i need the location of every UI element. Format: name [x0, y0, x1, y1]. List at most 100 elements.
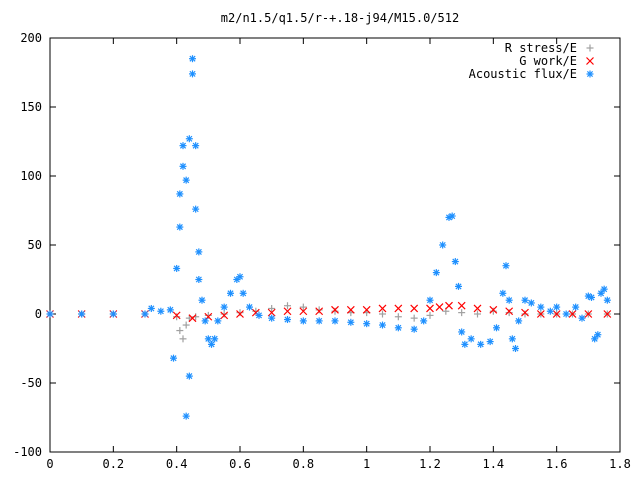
data-point [493, 324, 500, 332]
x-tick-label: 1 [363, 457, 370, 471]
data-point [439, 241, 447, 249]
axis-ticks: 0 0.2 0.4 0.6 0.8 1 1.2 1.4 1.6 1.8 200 150 100 50 0 -5… [13, 31, 631, 471]
data-point [299, 303, 307, 311]
data-point [527, 299, 535, 307]
data-point [489, 305, 498, 314]
data-point [426, 296, 434, 304]
data-point [461, 340, 469, 348]
data-point [185, 372, 193, 380]
data-point [331, 307, 339, 315]
data-point [451, 258, 459, 266]
data-point [195, 248, 203, 256]
data-point [46, 310, 54, 318]
data-point [537, 303, 545, 311]
data-point [208, 340, 215, 348]
legend-marker [586, 70, 594, 78]
data-point [78, 310, 86, 318]
x-tick-label: 0.4 [166, 457, 188, 471]
y-tick-label: 0 [35, 307, 42, 321]
data-point [584, 310, 593, 318]
data-point [204, 311, 212, 319]
data-point [239, 289, 247, 297]
series-0 [46, 302, 611, 343]
data-point [455, 282, 462, 290]
data-point [141, 310, 149, 318]
data-point [499, 289, 507, 297]
data-point [445, 301, 453, 310]
data-point [268, 314, 276, 322]
data-point [572, 303, 580, 311]
data-point [597, 289, 605, 297]
data-point [182, 412, 190, 420]
data-point [562, 310, 570, 318]
data-point [284, 316, 291, 324]
data-point [521, 310, 529, 318]
data-point [176, 327, 184, 335]
data-point [236, 273, 244, 281]
data-point [594, 331, 602, 339]
data-point [173, 264, 181, 272]
data-point [521, 296, 529, 304]
data-point [420, 317, 428, 325]
data-point [204, 335, 212, 343]
data-point [176, 223, 184, 231]
x-tick-label: 1.8 [609, 457, 631, 471]
series-2 [46, 55, 611, 420]
data-point [220, 310, 228, 318]
data-point [188, 314, 197, 323]
data-point [172, 311, 181, 320]
data-point [432, 269, 440, 277]
y-tick-label: -50 [20, 376, 42, 390]
data-point [603, 296, 611, 304]
y-tick-label: 150 [20, 100, 42, 114]
data-point [192, 142, 200, 150]
x-tick-label: 1.6 [546, 457, 568, 471]
data-point [157, 307, 165, 315]
data-point [201, 317, 209, 325]
x-tick-label: 0 [46, 457, 53, 471]
x-tick-label: 0.2 [102, 457, 124, 471]
data-point [198, 296, 206, 304]
data-point [394, 313, 402, 321]
legend-marker [586, 44, 594, 52]
legend-label: G work/E [519, 54, 577, 68]
data-point [505, 309, 513, 317]
legend-label: R stress/E [505, 41, 577, 55]
data-point [347, 318, 355, 326]
data-point [512, 345, 519, 352]
data-point [211, 335, 219, 343]
data-point [315, 306, 323, 314]
data-point [246, 303, 253, 311]
data-point [220, 303, 228, 311]
legend-marker [586, 57, 594, 65]
data-point [299, 317, 307, 325]
data-point [474, 310, 481, 318]
data-point [426, 311, 434, 319]
data-point [176, 190, 184, 198]
data-point [268, 304, 276, 312]
data-point [553, 303, 561, 311]
y-tick-label: 50 [28, 238, 42, 252]
x-tick-label: 1.4 [482, 457, 504, 471]
x-tick-label: 0.6 [229, 457, 251, 471]
data-point [536, 310, 545, 318]
data-point [220, 311, 229, 320]
data-point [331, 317, 339, 325]
y-tick-label: -100 [13, 445, 42, 459]
data-point [502, 262, 510, 270]
data-point [109, 310, 117, 318]
x-tick-label: 0.8 [292, 457, 314, 471]
data-point [568, 310, 577, 318]
data-point [489, 307, 497, 315]
data-point [331, 305, 339, 314]
data-point [600, 285, 608, 293]
data-point [185, 135, 193, 143]
data-point [458, 328, 466, 336]
data-point [435, 303, 444, 312]
data-point [588, 293, 595, 301]
data-point [214, 317, 222, 325]
data-point [379, 321, 386, 329]
